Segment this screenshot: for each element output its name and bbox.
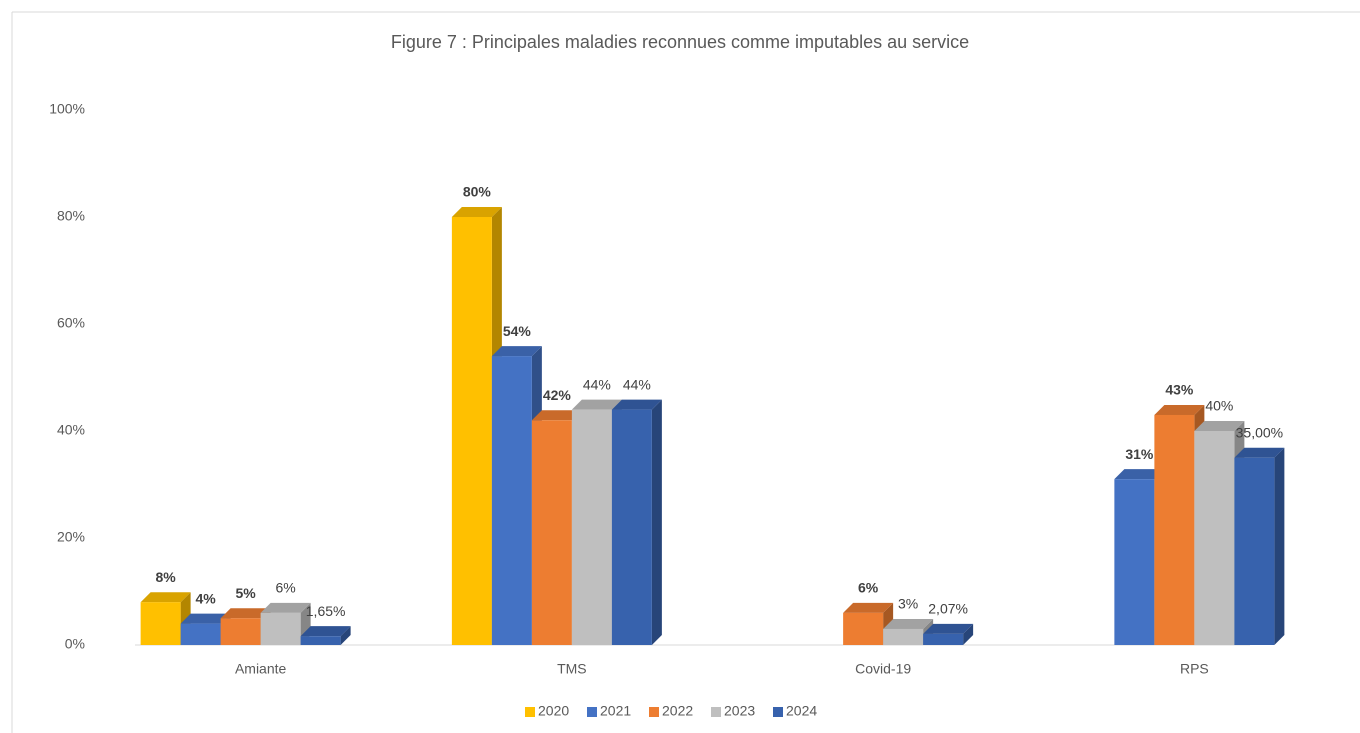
legend-swatch — [587, 707, 597, 717]
bar — [220, 618, 261, 645]
legend-label: 2020 — [538, 703, 569, 719]
legend-label: 2024 — [786, 703, 817, 719]
y-tick-label: 80% — [57, 208, 85, 224]
bar-top — [611, 399, 662, 410]
data-label: 44% — [623, 376, 651, 392]
bar-top — [220, 608, 271, 619]
bar — [531, 420, 572, 645]
data-label: 43% — [1165, 382, 1194, 398]
bar — [1234, 457, 1275, 645]
bar — [1114, 479, 1155, 645]
chart-title: Figure 7 : Principales maladies reconnue… — [391, 32, 969, 52]
x-tick-label: TMS — [557, 661, 587, 677]
data-label: 1,65% — [306, 603, 346, 619]
bar — [1154, 414, 1195, 645]
data-label: 35,00% — [1236, 424, 1283, 440]
data-label: 44% — [583, 376, 611, 392]
bar — [843, 612, 884, 645]
bar — [140, 602, 181, 645]
data-label: 40% — [1205, 398, 1233, 414]
data-label: 5% — [236, 585, 257, 601]
bar — [300, 636, 341, 645]
data-label: 8% — [156, 569, 177, 585]
bar-top — [1154, 404, 1205, 415]
bar-side — [963, 623, 974, 645]
legend-swatch — [773, 707, 783, 717]
bar — [611, 409, 652, 645]
bar-top — [260, 602, 311, 613]
bar — [491, 356, 532, 645]
bar-top — [451, 207, 502, 217]
bar — [883, 628, 924, 645]
bar-top — [843, 602, 894, 613]
y-tick-label: 60% — [57, 315, 85, 331]
data-label: 6% — [858, 580, 879, 596]
bar — [180, 623, 221, 645]
x-tick-label: RPS — [1180, 661, 1209, 677]
bar — [923, 633, 964, 645]
data-label: 42% — [543, 387, 572, 403]
bar-top — [180, 613, 231, 624]
y-tick-label: 0% — [65, 636, 85, 652]
data-label: 2,07% — [928, 601, 968, 617]
bar-top — [300, 626, 351, 637]
data-label: 80% — [463, 184, 492, 200]
bar — [260, 612, 301, 645]
data-label: 6% — [276, 580, 296, 596]
x-tick-label: Amiante — [235, 661, 287, 677]
y-tick-label: 20% — [57, 529, 85, 545]
bar-top — [923, 623, 974, 634]
legend-label: 2021 — [600, 703, 631, 719]
bar-top — [883, 618, 934, 629]
bar-top — [140, 592, 191, 603]
bar-side — [651, 399, 662, 645]
bar — [571, 409, 612, 645]
bar-side — [340, 626, 351, 645]
bar-top — [531, 410, 582, 421]
data-label: 54% — [503, 323, 532, 339]
legend-label: 2023 — [724, 703, 755, 719]
legend-swatch — [711, 707, 721, 717]
bar-top — [1234, 447, 1285, 458]
data-label: 3% — [898, 596, 918, 612]
bar-top — [1114, 469, 1165, 480]
bar-top — [1194, 421, 1245, 431]
bar-top — [491, 346, 542, 357]
bar — [451, 217, 492, 645]
y-tick-label: 100% — [49, 101, 85, 117]
legend-label: 2022 — [662, 703, 693, 719]
bar-side — [1274, 447, 1285, 645]
data-label: 4% — [196, 590, 217, 606]
x-tick-label: Covid-19 — [855, 661, 911, 677]
data-label: 31% — [1125, 446, 1154, 462]
legend-swatch — [649, 707, 659, 717]
bar-top — [571, 399, 622, 410]
bar — [1194, 431, 1235, 645]
y-tick-label: 40% — [57, 422, 85, 438]
legend-swatch — [525, 707, 535, 717]
